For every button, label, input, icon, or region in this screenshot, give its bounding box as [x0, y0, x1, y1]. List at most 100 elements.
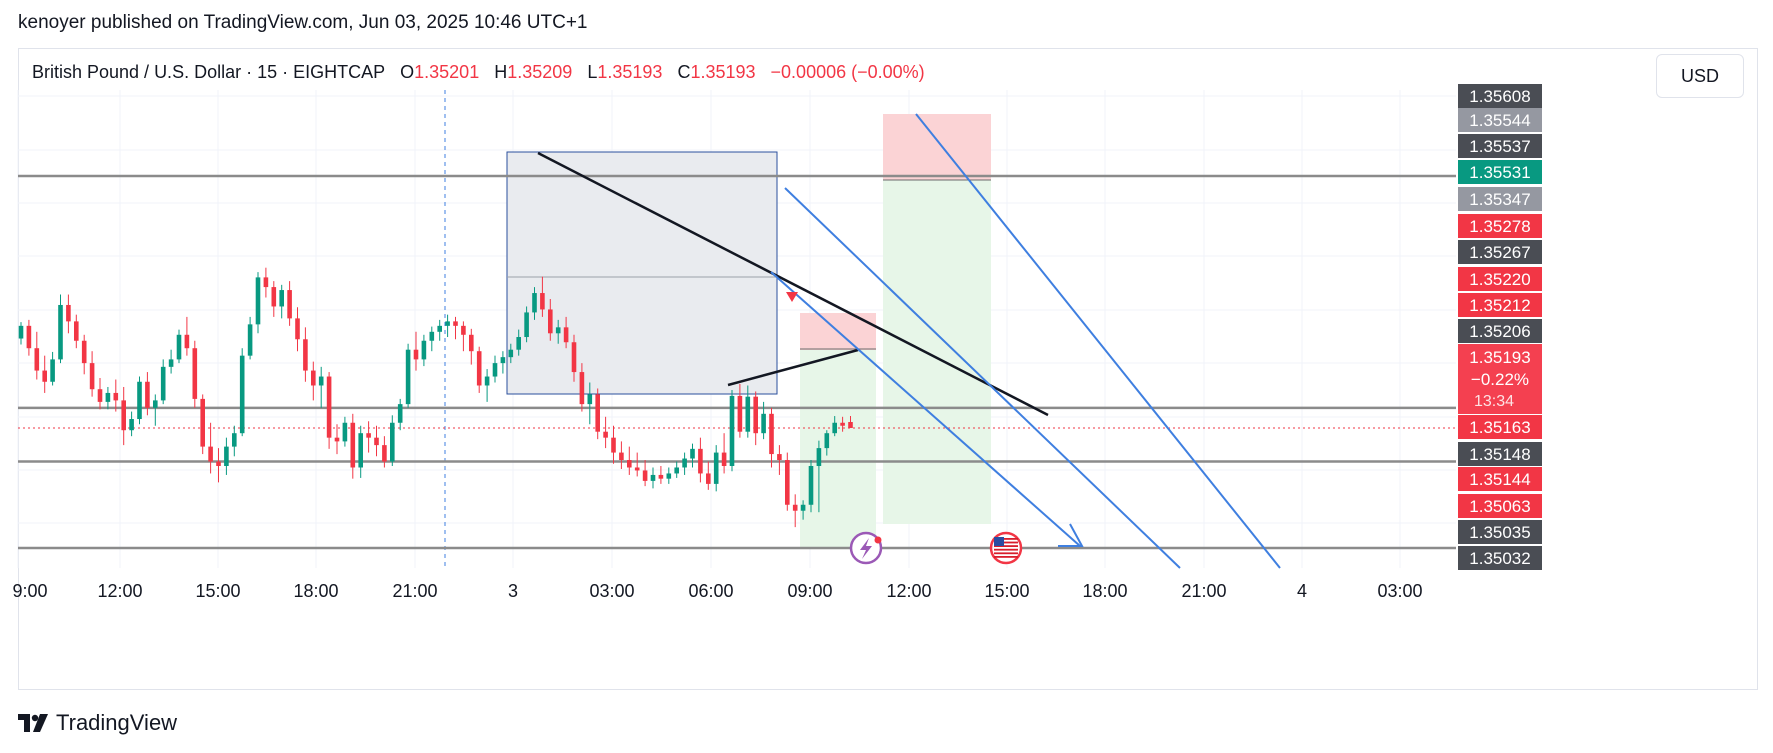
current-price-countdown: 13:34: [1474, 393, 1514, 410]
candle-body: [698, 448, 703, 474]
candle-body: [26, 325, 32, 349]
projection-arrowhead: [1058, 523, 1084, 547]
candle: [777, 445, 782, 475]
price-label-bg: [1458, 160, 1542, 184]
candle: [721, 433, 727, 474]
candle: [642, 460, 648, 487]
drawings-foreground[interactable]: [537, 113, 1281, 569]
candle-body: [619, 452, 624, 461]
price-label-text: 1.35537: [1469, 137, 1530, 156]
candle-body: [121, 400, 126, 431]
candle-body: [58, 304, 63, 360]
candle: [184, 316, 190, 356]
position-profit-zone-2: [883, 180, 991, 524]
event-markers[interactable]: [849, 531, 1023, 565]
candle-body: [247, 324, 253, 356]
channel-line-0: [784, 187, 1181, 569]
symbol-title[interactable]: British Pound / U.S. Dollar · 15 · EIGHT…: [32, 62, 386, 82]
time-tick-label: 15:00: [195, 581, 240, 601]
candle: [137, 376, 142, 425]
candle-body: [721, 452, 727, 466]
candle: [192, 340, 198, 408]
horizontal-levels[interactable]: [18, 174, 1456, 550]
candle-body: [445, 321, 450, 326]
candle: [200, 394, 205, 455]
candle-body: [224, 446, 229, 466]
candle: [405, 343, 411, 408]
candle-body: [113, 392, 119, 401]
candle-body: [176, 334, 182, 360]
candle-body: [18, 325, 24, 339]
candle-body: [555, 327, 561, 334]
candle: [382, 436, 387, 468]
candle: [247, 316, 253, 360]
candle: [800, 500, 806, 520]
candle-body: [42, 370, 47, 382]
price-label-bg: [1458, 546, 1542, 570]
candle: [445, 314, 450, 338]
candle: [50, 351, 55, 386]
price-label: 1.35206: [1458, 319, 1542, 343]
candle-body: [216, 461, 221, 466]
candle: [295, 307, 300, 352]
channel-line-2: [915, 113, 1281, 569]
candle-body: [81, 340, 87, 364]
high-label: H: [494, 62, 508, 82]
candle: [469, 328, 474, 365]
price-label-bg: [1458, 319, 1542, 343]
price-label-text: 1.35032: [1469, 549, 1530, 568]
candle-body: [160, 366, 166, 401]
price-label-bg: [1458, 442, 1542, 466]
lightning-event-icon: [849, 531, 883, 565]
candle-body: [642, 470, 648, 481]
price-label-bg: [1458, 520, 1542, 544]
footer-brand[interactable]: TradingView: [18, 710, 177, 736]
close-value: 1.35193: [690, 62, 756, 82]
lightning-event-dot: [874, 536, 882, 544]
current-price-value: 1.35193: [1469, 348, 1530, 367]
candle-body: [650, 474, 656, 481]
candle: [374, 425, 379, 457]
candle: [437, 319, 442, 341]
time-tick-label: 21:00: [1181, 581, 1226, 601]
candle-body: [342, 422, 348, 442]
candle: [571, 334, 577, 382]
candle: [555, 319, 561, 344]
price-label-bg: [1458, 494, 1542, 518]
candle-body: [571, 342, 577, 373]
candle-body: [311, 370, 316, 386]
price-label-bg: [1458, 134, 1542, 158]
candle-body: [318, 376, 324, 386]
candle: [74, 314, 79, 349]
us-flag-canton: [994, 537, 1004, 546]
candle-body: [255, 277, 261, 325]
candle: [682, 452, 687, 475]
candle: [484, 369, 490, 402]
candle-body: [366, 433, 371, 438]
candle: [792, 494, 798, 528]
candle-body: [777, 454, 782, 461]
candle-body: [611, 437, 616, 453]
candle: [271, 281, 277, 317]
time-tick-label: 15:00: [984, 581, 1029, 601]
price-axis[interactable]: 1.35608 1.35544 1.35537 1.35531 1.35347 1.352…: [1458, 84, 1542, 570]
candle: [26, 319, 32, 356]
candle-body: [753, 396, 758, 434]
candle-body: [390, 422, 395, 462]
candle: [34, 331, 40, 380]
candle-body: [563, 327, 569, 343]
candle: [563, 316, 569, 349]
price-label: 1.35148: [1458, 442, 1542, 466]
candle-body: [540, 293, 545, 310]
price-label: 1.35212: [1458, 293, 1542, 317]
candle: [350, 413, 356, 479]
candle: [113, 379, 119, 412]
candle-body: [816, 448, 822, 466]
candle: [97, 378, 103, 410]
time-axis[interactable]: 9:00 12:00 15:00 18:00 21:00 3 03:00 06:00 09:00…: [12, 581, 1422, 601]
price-label-text: 1.35531: [1469, 163, 1530, 182]
candle-body: [97, 389, 103, 402]
currency-button[interactable]: USD: [1656, 54, 1744, 98]
drawings-background: [506, 114, 991, 548]
